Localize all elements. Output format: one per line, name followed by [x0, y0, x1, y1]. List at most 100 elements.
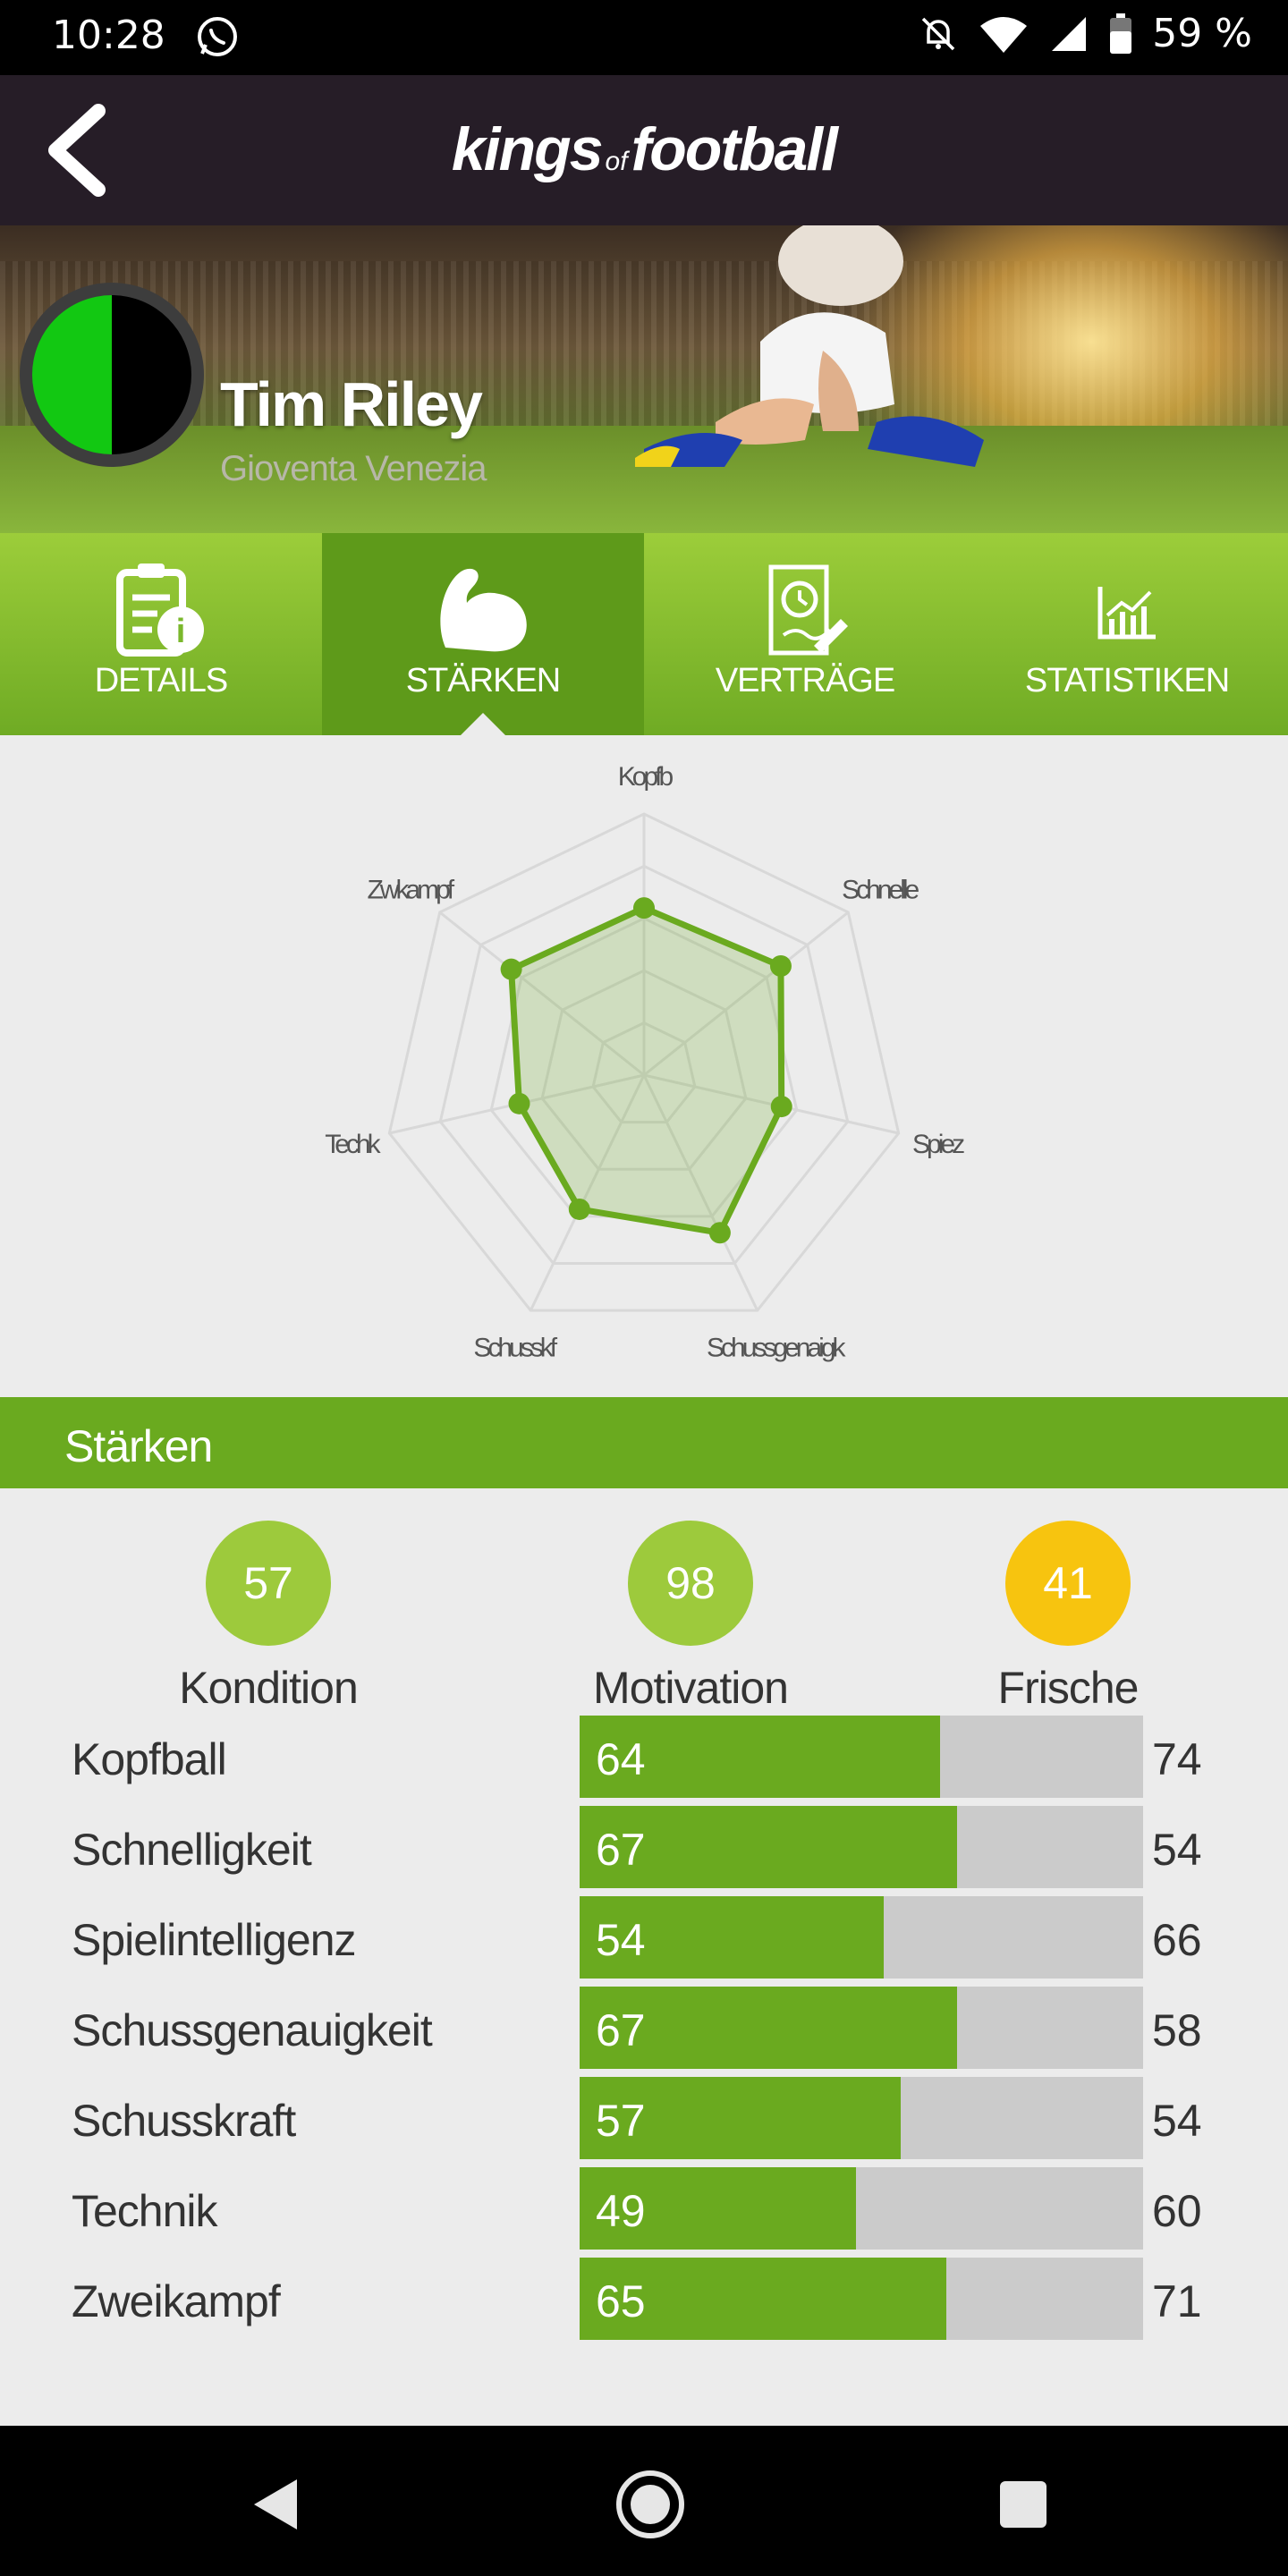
stat-label: Motivation — [593, 1663, 789, 1713]
radar-grid-ring — [438, 864, 850, 1265]
section-header: Stärken — [0, 1397, 1288, 1488]
tab-staerken[interactable]: STÄRKEN — [322, 533, 644, 736]
attribute-bar-fill — [580, 2077, 902, 2159]
club-badge-right — [112, 295, 191, 454]
nav-back-button[interactable] — [242, 2469, 313, 2540]
radar-axis-label: Schnelle — [842, 876, 919, 905]
attribute-row: Schusskraft 57 54 — [0, 2077, 1288, 2159]
stat-motivation: 98 Motivation — [556, 1521, 825, 1714]
home-circle-icon — [616, 2470, 684, 2538]
attribute-name: Technik — [72, 2186, 218, 2236]
radar-grid-ring — [387, 812, 901, 1312]
attribute-value: 65 — [596, 2276, 646, 2326]
radar-data-point — [633, 897, 655, 919]
stat-label: Kondition — [179, 1663, 359, 1713]
attribute-row: Zweikampf 65 71 — [0, 2258, 1288, 2340]
attribute-bar: 54 — [580, 1896, 1143, 1979]
attribute-name: Schussgenauigkeit — [72, 2005, 433, 2055]
logo-kings: kings — [451, 115, 604, 183]
attribute-name: Kopfball — [72, 1734, 227, 1784]
tab-vertraege-label: VERTRÄGE — [715, 662, 895, 699]
attribute-bar: 49 — [580, 2167, 1143, 2250]
pitch-grass — [0, 426, 1288, 533]
app-header: kings offootball — [0, 75, 1288, 225]
radar-data-point — [508, 1092, 530, 1114]
document-info-icon: i — [116, 564, 204, 657]
attribute-max: 66 — [1152, 1915, 1202, 1965]
attribute-max: 58 — [1152, 2005, 1202, 2055]
attribute-row: Schussgenauigkeit 67 58 — [0, 1987, 1288, 2069]
club-badge — [20, 283, 204, 467]
stat-circle: 98 — [628, 1521, 753, 1646]
attribute-max: 71 — [1152, 2276, 1202, 2326]
system-nav-bar — [0, 2426, 1288, 2576]
radar-axis-line — [642, 1074, 759, 1311]
status-time: 10:28 — [52, 13, 165, 58]
tab-vertraege[interactable]: VERTRÄGE — [644, 533, 966, 735]
app-logo: kings offootball — [0, 114, 1288, 184]
contract-icon — [768, 564, 848, 656]
signal-icon — [1052, 16, 1087, 51]
radar-grid-ring — [489, 917, 799, 1218]
attribute-max: 54 — [1152, 1825, 1202, 1875]
tab-details[interactable]: i DETAILS — [0, 533, 322, 735]
radar-axis-label: Zwkampf — [367, 876, 454, 905]
attribute-bar: 67 — [580, 1806, 1143, 1888]
attribute-bar: 64 — [580, 1716, 1143, 1798]
strengths-radar-chart: Kopfb Schnelle Spiez Schussgenaigk Schusskf T… — [325, 762, 968, 1363]
player-photo — [635, 225, 984, 467]
recents-square-icon — [1000, 2481, 1046, 2528]
attribute-bar: 57 — [580, 2077, 1143, 2159]
radar-axis-line — [643, 911, 850, 1077]
attribute-bar-fill — [580, 2258, 946, 2340]
wifi-icon — [980, 16, 1028, 53]
radar-grid-ring — [540, 969, 748, 1171]
radar-grid-ring — [591, 1021, 697, 1124]
status-bar: 10:28 59 % — [0, 0, 1288, 75]
club-badge-left — [32, 295, 112, 454]
radar-data-point — [769, 955, 792, 978]
tab-staerken-label: STÄRKEN — [405, 662, 561, 699]
bar-chart-icon — [1097, 587, 1156, 640]
logo-football: football — [631, 115, 839, 183]
radar-axis-label: Kopfb — [618, 762, 674, 792]
player-hero-banner — [0, 225, 1288, 533]
attribute-bar: 67 — [580, 1987, 1143, 2069]
radar-data-point — [568, 1198, 590, 1220]
attribute-row: Kopfball 64 74 — [0, 1716, 1288, 1798]
nav-recents-button[interactable] — [987, 2469, 1059, 2540]
radar-data-point — [708, 1222, 731, 1244]
attribute-name: Zweikampf — [72, 2276, 281, 2326]
player-tabs: i DETAILS STÄRKEN VERTRÄGE STATISTIKEN — [0, 533, 1288, 736]
battery-icon — [1110, 13, 1132, 54]
attribute-bar: 65 — [580, 2258, 1143, 2340]
bell-off-icon — [921, 17, 955, 50]
tab-statistiken-label: STATISTIKEN — [1024, 662, 1230, 699]
chevron-left-icon — [48, 104, 106, 197]
logo-of: of — [605, 147, 628, 176]
attribute-name: Spielintelligenz — [72, 1915, 357, 1965]
player-club[interactable]: Gioventa Venezia — [220, 449, 487, 488]
attribute-value: 57 — [596, 2096, 646, 2146]
tab-statistiken[interactable]: STATISTIKEN — [966, 533, 1288, 735]
status-right: 59 % — [918, 11, 1252, 56]
attribute-max: 60 — [1152, 2186, 1202, 2236]
stat-circle: 57 — [206, 1521, 331, 1646]
attribute-name: Schusskraft — [72, 2096, 296, 2146]
attribute-bar-fill — [580, 1716, 941, 1798]
attribute-value: 54 — [596, 1915, 646, 1965]
back-button[interactable] — [36, 102, 125, 199]
radar-axis-label: Techk — [325, 1130, 381, 1159]
attribute-value: 64 — [596, 1734, 646, 1784]
radar-series-area — [508, 904, 785, 1236]
radar-axis-line — [529, 1074, 646, 1311]
attribute-value: 67 — [596, 2005, 646, 2055]
back-triangle-icon — [254, 2479, 297, 2529]
svg-text:i: i — [176, 613, 186, 650]
radar-axis-label: Schusskf — [473, 1334, 557, 1363]
stat-kondition: 57 Kondition — [134, 1521, 402, 1714]
tab-details-label: DETAILS — [94, 662, 229, 699]
nav-home-button[interactable] — [614, 2469, 686, 2540]
attribute-row: Technik 49 60 — [0, 2167, 1288, 2250]
stat-frische: 41 Frische — [934, 1521, 1202, 1714]
